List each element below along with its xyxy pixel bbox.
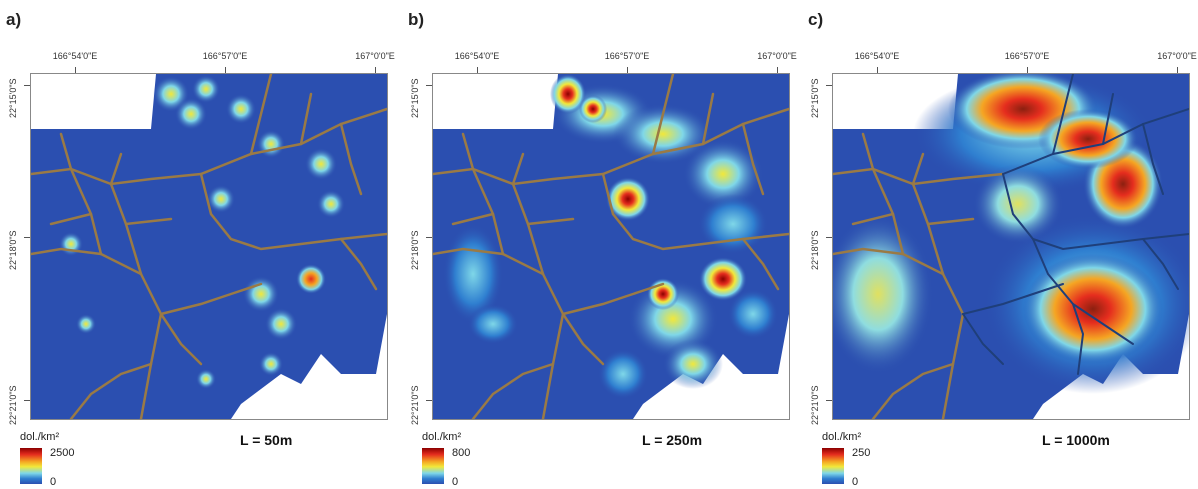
bandwidth-label: L = 1000m bbox=[1042, 432, 1110, 448]
lon-label: 166°54'0"E bbox=[52, 51, 98, 61]
density-map bbox=[832, 73, 1190, 420]
lat-label: 22°18'0"S bbox=[810, 230, 820, 270]
density-hotspots bbox=[833, 74, 1189, 394]
lon-tick bbox=[1027, 67, 1028, 73]
density-map bbox=[30, 73, 388, 420]
lon-tick bbox=[477, 67, 478, 73]
legend-unit: dol./km² bbox=[20, 431, 60, 443]
lat-label: 22°21'0"S bbox=[810, 385, 820, 425]
legend-color-ramp bbox=[822, 448, 844, 484]
lon-tick bbox=[375, 67, 376, 73]
legend-color-ramp bbox=[422, 448, 444, 484]
legend-max: 2500 bbox=[50, 447, 75, 459]
bandwidth-label: L = 250m bbox=[642, 432, 703, 448]
panel-b: b) 166°54'0"E 166°57'0"E 167°0'0"E 22°15… bbox=[402, 0, 797, 489]
lat-tick bbox=[24, 85, 30, 86]
legend-unit: dol./km² bbox=[822, 431, 862, 443]
lon-label: 167°0'0"E bbox=[1157, 51, 1197, 61]
density-map bbox=[432, 73, 790, 420]
lat-tick bbox=[426, 400, 432, 401]
study-area bbox=[31, 74, 387, 419]
lon-tick bbox=[777, 67, 778, 73]
drainage-network bbox=[433, 74, 789, 419]
lat-tick bbox=[426, 237, 432, 238]
density-map-svg bbox=[433, 74, 789, 419]
lat-tick bbox=[24, 400, 30, 401]
lat-label: 22°18'0"S bbox=[8, 230, 18, 270]
panel-letter: c) bbox=[808, 10, 824, 29]
lon-label: 167°0'0"E bbox=[757, 51, 797, 61]
river-overlay bbox=[962, 74, 1189, 375]
legend-unit: dol./km² bbox=[422, 431, 462, 443]
density-hotspots bbox=[443, 74, 778, 399]
lat-tick bbox=[826, 85, 832, 86]
panel-a: a) 166°54'0"E 166°57'0"E 167°0'0"E 22°15… bbox=[0, 0, 395, 489]
lat-label: 22°15'0"S bbox=[410, 78, 420, 118]
panel-letter: a) bbox=[6, 10, 22, 29]
lon-label: 166°54'0"E bbox=[454, 51, 500, 61]
lon-label: 166°57'0"E bbox=[202, 51, 248, 61]
density-hotspots bbox=[59, 75, 345, 389]
lon-tick bbox=[225, 67, 226, 73]
legend-min: 0 bbox=[852, 476, 859, 488]
panel-letter: b) bbox=[408, 10, 425, 29]
lat-tick bbox=[24, 237, 30, 238]
lon-label: 166°57'0"E bbox=[604, 51, 650, 61]
legend-max: 250 bbox=[852, 447, 871, 459]
drainage-network bbox=[31, 74, 387, 419]
panel-c: c) 166°54'0"E 166°57'0"E 167°0'0"E 22°15… bbox=[802, 0, 1197, 489]
drainage-network bbox=[833, 132, 1005, 419]
legend-min: 0 bbox=[452, 476, 459, 488]
legend-color-ramp bbox=[20, 448, 42, 484]
lat-tick bbox=[826, 400, 832, 401]
lat-tick bbox=[826, 237, 832, 238]
legend-min: 0 bbox=[50, 476, 57, 488]
lat-label: 22°15'0"S bbox=[810, 78, 820, 118]
lon-tick bbox=[1177, 67, 1178, 73]
lon-tick bbox=[75, 67, 76, 73]
lat-label: 22°15'0"S bbox=[8, 78, 18, 118]
lon-tick bbox=[877, 67, 878, 73]
density-map-svg bbox=[833, 74, 1189, 419]
legend-max: 800 bbox=[452, 447, 471, 459]
lat-label: 22°18'0"S bbox=[410, 230, 420, 270]
lat-label: 22°21'0"S bbox=[410, 385, 420, 425]
lon-label: 166°54'0"E bbox=[854, 51, 900, 61]
lat-label: 22°21'0"S bbox=[8, 385, 18, 425]
bandwidth-label: L = 50m bbox=[240, 432, 293, 448]
lon-label: 167°0'0"E bbox=[355, 51, 395, 61]
lon-tick bbox=[627, 67, 628, 73]
density-map-svg bbox=[31, 74, 387, 419]
lat-tick bbox=[426, 85, 432, 86]
lon-label: 166°57'0"E bbox=[1004, 51, 1050, 61]
